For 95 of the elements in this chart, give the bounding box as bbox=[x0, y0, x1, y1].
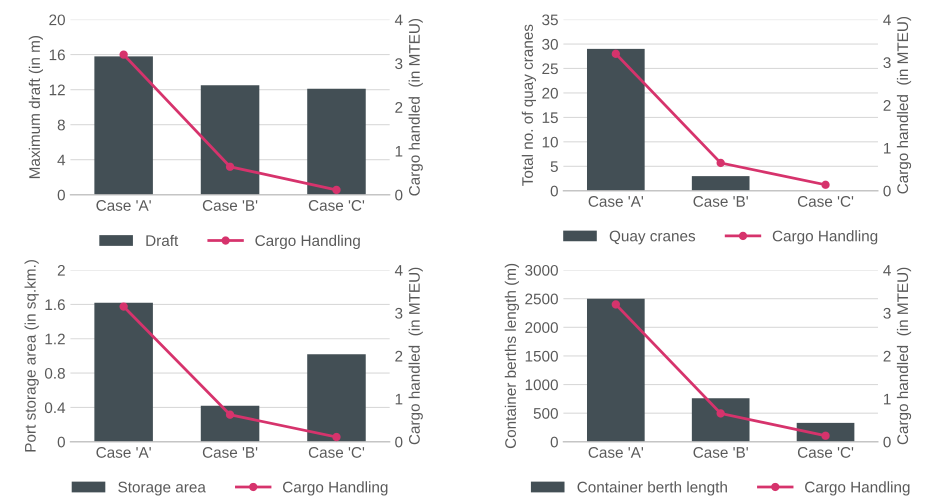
bar bbox=[692, 398, 750, 442]
legend-label: Cargo Handling bbox=[283, 481, 388, 496]
y2-tick-label: 4 bbox=[394, 14, 403, 26]
point bbox=[226, 162, 234, 171]
y2-tick-label: 0 bbox=[395, 436, 402, 448]
y-axis-title: Total no. of quay cranes bbox=[522, 24, 536, 186]
point bbox=[119, 302, 128, 311]
y-tick-label: 5 bbox=[550, 161, 558, 172]
x-tick-label: Case 'B' bbox=[202, 200, 258, 211]
y-tick-label: 25 bbox=[542, 63, 558, 74]
bar bbox=[586, 298, 645, 442]
y-tick-label: 10 bbox=[542, 136, 558, 148]
point bbox=[821, 432, 830, 440]
y-tick-label: 8 bbox=[58, 120, 65, 130]
y-tick-label: 500 bbox=[534, 408, 558, 419]
legend-label: Cargo Handling bbox=[772, 230, 878, 244]
y2-tick-label: 0 bbox=[395, 190, 402, 200]
y-axis-title: Port storage area (in sq.km.) bbox=[24, 260, 39, 452]
y-tick-label: 4 bbox=[57, 154, 66, 166]
x-tick-label: Case 'C' bbox=[308, 447, 364, 458]
y2-tick-label: 3 bbox=[395, 308, 402, 319]
legend-label: Quay cranes bbox=[610, 230, 696, 244]
y-axis-title: Container berths length (m) bbox=[504, 264, 519, 448]
point bbox=[716, 409, 725, 418]
y-tick-label: 1000 bbox=[526, 379, 558, 390]
y2-tick-label: 0 bbox=[883, 436, 891, 448]
y-tick-label: 16 bbox=[50, 49, 65, 60]
y2-axis-title: Cargo handled (in MTEU) bbox=[408, 18, 423, 196]
bar bbox=[307, 354, 366, 442]
bar bbox=[94, 56, 153, 195]
y-tick-label: 1500 bbox=[526, 350, 558, 362]
y2-tick-label: 1 bbox=[884, 142, 891, 154]
point bbox=[332, 432, 341, 442]
y2-tick-label: 1 bbox=[396, 394, 402, 404]
y-tick-label: 20 bbox=[49, 14, 65, 26]
bar bbox=[200, 406, 260, 442]
y2-axis-title: Cargo handled (in MTEU) bbox=[896, 16, 912, 194]
y-tick-label: 35 bbox=[542, 14, 558, 26]
x-tick-label: Case 'B' bbox=[693, 447, 748, 458]
y-tick-label: 2000 bbox=[525, 322, 558, 333]
y2-axis-title: Cargo handled (in MTEU) bbox=[408, 268, 423, 444]
bar bbox=[94, 302, 153, 442]
y2-tick-label: 3 bbox=[883, 308, 891, 319]
x-tick-label: Case 'B' bbox=[202, 447, 258, 458]
legend-label: Draft bbox=[146, 234, 178, 246]
point bbox=[612, 300, 620, 309]
y-tick-label: 30 bbox=[542, 38, 558, 50]
x-tick-label: Case 'C' bbox=[308, 200, 364, 211]
y-tick-label: 0 bbox=[550, 436, 558, 448]
y2-tick-label: 2 bbox=[884, 350, 891, 362]
y-tick-label: 0.8 bbox=[44, 368, 65, 379]
y-tick-label: 1.2 bbox=[45, 334, 65, 344]
y-axis-title: Maximum draft (in m) bbox=[28, 36, 44, 178]
legend-label: Cargo Handling bbox=[255, 234, 360, 250]
y-tick-label: 12 bbox=[50, 84, 65, 96]
point bbox=[226, 410, 234, 419]
bar bbox=[200, 85, 260, 195]
y-tick-label: 15 bbox=[542, 112, 558, 124]
x-tick-label: Case 'C' bbox=[798, 447, 854, 458]
y2-tick-label: 2 bbox=[395, 350, 402, 362]
y2-axis-title: Cargo handled (in MTEU) bbox=[896, 268, 912, 444]
y-tick-label: 0.4 bbox=[44, 402, 66, 414]
y2-tick-label: 0 bbox=[883, 186, 891, 196]
point bbox=[612, 50, 620, 58]
y-tick-label: 1.6 bbox=[45, 299, 65, 310]
point bbox=[332, 186, 341, 194]
x-tick-label: Case 'B' bbox=[693, 196, 748, 207]
y2-tick-label: 1 bbox=[396, 146, 402, 157]
y2-tick-label: 1 bbox=[884, 394, 891, 404]
y2-tick-label: 4 bbox=[883, 14, 891, 26]
y-tick-label: 20 bbox=[542, 88, 558, 99]
y2-tick-label: 3 bbox=[395, 58, 402, 70]
x-tick-label: Case 'C' bbox=[798, 196, 854, 207]
y-tick-label: 0 bbox=[550, 186, 558, 196]
x-tick-label: Case 'A' bbox=[96, 200, 151, 211]
y2-tick-label: 2 bbox=[884, 100, 891, 111]
y-tick-label: 0 bbox=[58, 190, 65, 200]
y2-tick-label: 3 bbox=[883, 57, 891, 68]
point bbox=[821, 180, 830, 189]
y-tick-label: 0 bbox=[58, 436, 65, 448]
y2-tick-label: 2 bbox=[395, 102, 402, 113]
legend-label: Storage area bbox=[118, 482, 206, 496]
y-tick-label: 3000 bbox=[525, 264, 558, 276]
x-tick-label: Case 'A' bbox=[588, 196, 644, 207]
y-tick-label: 2500 bbox=[525, 294, 558, 304]
x-tick-label: Case 'A' bbox=[96, 447, 151, 458]
bar bbox=[307, 88, 366, 195]
point bbox=[119, 50, 128, 59]
legend-label: Container berth length bbox=[578, 481, 727, 496]
y-tick-label: 2 bbox=[58, 264, 65, 276]
y2-tick-label: 4 bbox=[394, 265, 403, 276]
point bbox=[716, 158, 725, 168]
legend-label: Cargo Handling bbox=[805, 481, 910, 496]
x-tick-label: Case 'A' bbox=[588, 447, 644, 458]
y2-tick-label: 4 bbox=[883, 265, 891, 276]
